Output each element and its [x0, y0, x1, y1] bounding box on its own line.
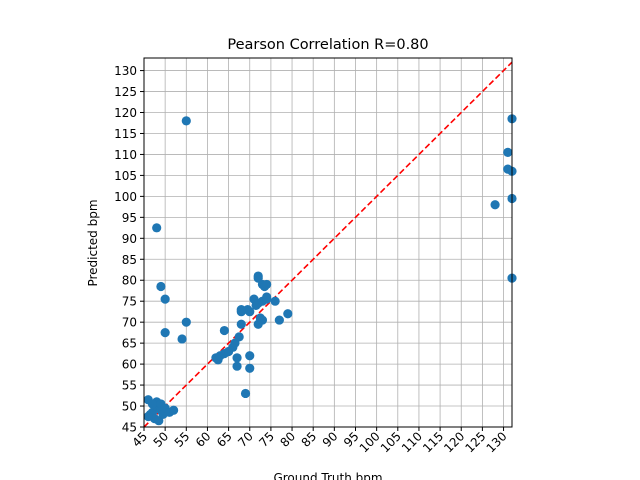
data-point: [245, 363, 255, 373]
plot-border: [143, 57, 513, 428]
y-tick-label: 70: [122, 316, 137, 330]
y-tick-label: 55: [122, 379, 137, 393]
data-point: [283, 309, 293, 319]
data-point: [245, 307, 255, 317]
x-axis-label: Ground Truth bpm: [273, 471, 382, 480]
data-point: [232, 361, 242, 371]
data-point: [156, 281, 166, 292]
y-tick-label: 65: [122, 337, 137, 351]
reference-line: [143, 61, 513, 428]
data-point: [503, 147, 513, 157]
y-tick-label: 80: [122, 274, 137, 288]
data-point: [177, 334, 187, 344]
data-point: [234, 332, 244, 342]
y-axis-ticks: 45 50 55 60 65 70 75 80 85 90 95 100 105 110 115 120 125…: [114, 64, 144, 435]
data-points: [143, 114, 517, 426]
data-point: [152, 223, 162, 233]
y-tick-label: 115: [114, 127, 137, 141]
x-tick-label: 105: [378, 429, 404, 455]
x-tick-label: 85: [299, 429, 320, 450]
y-tick-label: 110: [114, 148, 137, 162]
x-tick-label: 80: [277, 429, 298, 450]
x-tick-label: 115: [420, 429, 446, 455]
data-point: [262, 294, 272, 304]
y-tick-label: 95: [122, 211, 137, 225]
y-tick-label: 120: [114, 106, 137, 120]
x-tick-label: 75: [256, 429, 277, 450]
y-tick-label: 85: [122, 253, 137, 267]
x-tick-label: 110: [399, 429, 425, 455]
x-tick-label: 120: [441, 429, 467, 455]
reference-line-group: [143, 61, 513, 428]
y-tick-label: 90: [122, 232, 137, 246]
data-point: [181, 116, 191, 126]
data-point: [236, 304, 246, 315]
x-tick-label: 130: [484, 429, 510, 455]
data-point: [160, 328, 170, 338]
data-point: [169, 405, 179, 415]
data-point: [236, 319, 246, 329]
chart-title: Pearson Correlation R=0.80: [227, 37, 428, 53]
data-point: [219, 325, 229, 336]
x-tick-label: 60: [193, 429, 214, 450]
data-point: [270, 296, 280, 306]
y-tick-label: 60: [122, 358, 137, 372]
y-tick-label: 105: [114, 169, 137, 183]
data-point: [232, 353, 242, 363]
x-axis-ticks: 45 50 55 60 65 70 75 80 85 90 95100105110115120125…: [129, 427, 510, 455]
x-tick-label: 125: [462, 429, 488, 455]
data-point: [160, 294, 170, 304]
x-tick-label: 70: [235, 429, 256, 450]
y-tick-label: 130: [114, 64, 137, 78]
y-tick-label: 125: [114, 85, 137, 99]
data-point: [147, 399, 158, 409]
x-tick-label: 90: [320, 429, 341, 450]
x-tick-label: 100: [357, 429, 383, 455]
y-axis-label: Predicted bpm: [86, 199, 100, 286]
data-point: [262, 279, 272, 290]
y-tick-label: 45: [122, 421, 137, 435]
grid-lines: [143, 58, 512, 428]
data-point: [490, 200, 500, 210]
plot-frame: [143, 57, 513, 428]
data-point: [245, 351, 255, 361]
y-tick-label: 75: [122, 295, 137, 309]
x-tick-label: 55: [172, 429, 193, 450]
x-tick-label: 50: [151, 429, 172, 450]
y-tick-label: 100: [114, 190, 137, 204]
data-point: [240, 388, 251, 399]
x-tick-label: 65: [214, 429, 235, 450]
y-tick-label: 50: [122, 400, 137, 414]
data-point: [181, 317, 191, 327]
data-point: [274, 315, 284, 325]
data-point: [143, 411, 153, 422]
data-point: [257, 315, 268, 325]
